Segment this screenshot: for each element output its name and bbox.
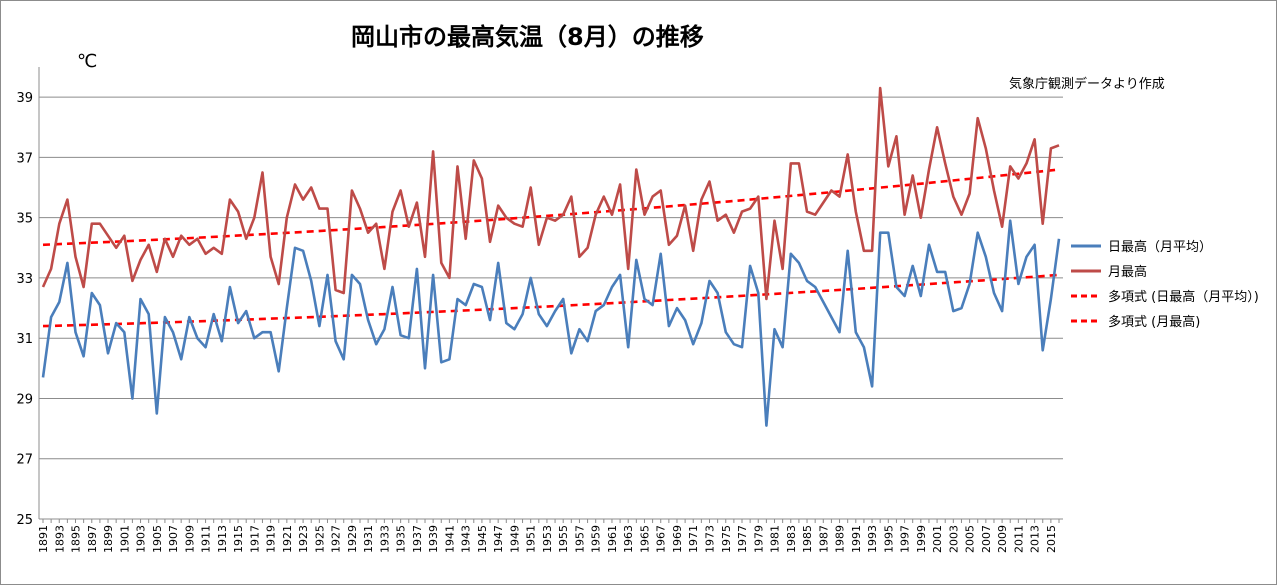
- x-tick-1995: 1995: [882, 525, 895, 553]
- x-tick-1943: 1943: [460, 525, 473, 553]
- trendlines: [42, 168, 1060, 328]
- series-lines: [41, 86, 1061, 427]
- x-tick-1901: 1901: [118, 525, 131, 553]
- x-tick-1987: 1987: [817, 525, 830, 553]
- x-tick-1907: 1907: [167, 525, 180, 553]
- x-tick-1981: 1981: [769, 525, 782, 553]
- x-tick-1931: 1931: [362, 525, 375, 553]
- x-tick-1949: 1949: [508, 525, 521, 553]
- x-tick-1905: 1905: [151, 525, 164, 553]
- x-tick-2009: 2009: [996, 525, 1009, 553]
- x-tick-1913: 1913: [216, 525, 229, 553]
- source-note: 気象庁観測データより作成: [1009, 77, 1165, 92]
- y-tick-37: 37: [16, 151, 33, 166]
- x-tick-1969: 1969: [671, 525, 684, 553]
- x-tick-1915: 1915: [232, 525, 245, 553]
- y-unit-label: ℃: [77, 51, 98, 72]
- y-tick-33: 33: [16, 272, 33, 287]
- x-tick-1921: 1921: [281, 525, 294, 553]
- x-tick-labels: 1891 1893 1895 1897 1899 1901 1903 1905 1907 1909…: [37, 525, 1058, 553]
- x-tick-2013: 2013: [1029, 525, 1042, 553]
- x-tick-1925: 1925: [313, 525, 326, 553]
- y-tick-31: 31: [16, 332, 33, 347]
- x-tick-1941: 1941: [443, 525, 456, 553]
- x-tick-1971: 1971: [687, 525, 700, 553]
- y-tick-27: 27: [16, 453, 33, 468]
- y-tick-39: 39: [16, 91, 33, 106]
- x-tick-2007: 2007: [980, 525, 993, 553]
- x-tick-1961: 1961: [606, 525, 619, 553]
- chart-title: 岡山市の最高気温（8月）の推移: [351, 23, 704, 51]
- x-tick-1993: 1993: [866, 525, 879, 553]
- x-tick-1929: 1929: [346, 525, 359, 553]
- x-tick-1911: 1911: [200, 525, 213, 553]
- x-tick-1991: 1991: [850, 525, 863, 553]
- legend-label-0: 日最高（月平均）: [1108, 239, 1212, 255]
- trendline-1: [42, 168, 1060, 247]
- x-tick-2005: 2005: [964, 525, 977, 553]
- x-tick-1919: 1919: [265, 525, 278, 553]
- x-tick-2003: 2003: [947, 525, 960, 553]
- x-tick-1923: 1923: [297, 525, 310, 553]
- x-tick-1967: 1967: [655, 525, 668, 553]
- x-tick-1977: 1977: [736, 525, 749, 553]
- x-tick-1939: 1939: [427, 525, 440, 553]
- x-tick-1999: 1999: [915, 525, 928, 553]
- x-tick-2011: 2011: [1012, 525, 1025, 553]
- x-tick-1959: 1959: [590, 525, 603, 553]
- x-tick-1917: 1917: [248, 525, 261, 553]
- legend-label-2: 多項式 (日最高（月平均）): [1108, 289, 1259, 305]
- x-tick-1979: 1979: [752, 525, 765, 553]
- x-tick-1947: 1947: [492, 525, 505, 553]
- x-tick-1951: 1951: [525, 525, 538, 553]
- x-tick-1899: 1899: [102, 525, 115, 553]
- series-line-1: [41, 86, 1060, 301]
- series-line-0: [41, 219, 1061, 427]
- y-tick-35: 35: [16, 212, 33, 227]
- x-tick-1933: 1933: [378, 525, 391, 553]
- x-tick-1965: 1965: [638, 525, 651, 553]
- x-tick-2001: 2001: [931, 525, 944, 553]
- grid-lines: [39, 96, 1063, 460]
- y-tick-25: 25: [16, 513, 33, 528]
- legend-label-1: 月最高: [1108, 264, 1147, 280]
- x-tick-1989: 1989: [834, 525, 847, 553]
- x-tick-2015: 2015: [1045, 525, 1058, 553]
- x-tick-1973: 1973: [703, 525, 716, 553]
- x-tick-1927: 1927: [330, 525, 343, 553]
- y-tick-labels: 25 27 29 31 33 35 37 39: [16, 91, 33, 528]
- x-tick-1903: 1903: [135, 525, 148, 553]
- x-tick-1891: 1891: [37, 525, 50, 553]
- x-tick-1935: 1935: [395, 525, 408, 553]
- x-tick-1945: 1945: [476, 525, 489, 553]
- x-tick-1997: 1997: [899, 525, 912, 553]
- x-tick-1975: 1975: [720, 525, 733, 553]
- x-tick-1983: 1983: [785, 525, 798, 553]
- x-tick-1895: 1895: [70, 525, 83, 553]
- x-tick-1893: 1893: [53, 525, 66, 553]
- x-tick-1909: 1909: [183, 525, 196, 553]
- y-tick-29: 29: [16, 392, 33, 407]
- x-tick-1955: 1955: [557, 525, 570, 553]
- x-tick-1963: 1963: [622, 525, 635, 553]
- x-tick-1957: 1957: [573, 525, 586, 553]
- x-tick-1937: 1937: [411, 525, 424, 553]
- x-tick-1897: 1897: [86, 525, 99, 553]
- legend-label-3: 多項式 (月最高): [1108, 314, 1200, 330]
- x-tick-1985: 1985: [801, 525, 814, 553]
- x-tick-1953: 1953: [541, 525, 554, 553]
- axes: [38, 67, 1063, 523]
